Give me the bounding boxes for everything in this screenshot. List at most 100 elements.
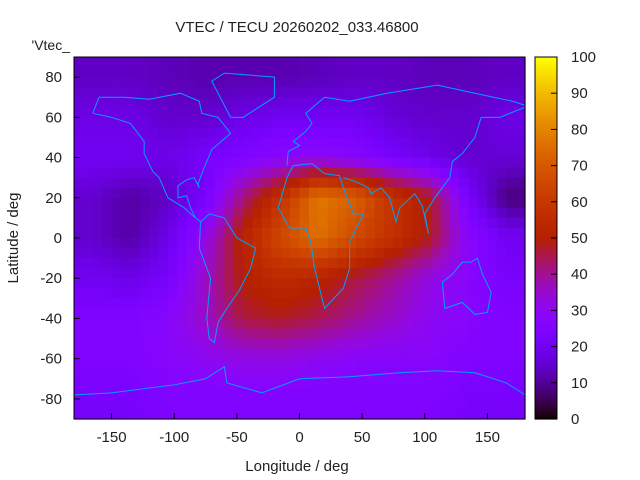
colorbar-segment <box>535 177 557 182</box>
heatmap-cell <box>346 388 357 400</box>
heatmap-cell <box>402 408 413 420</box>
heatmap-cell <box>158 328 169 340</box>
heatmap-cell <box>318 57 329 68</box>
heatmap-cell <box>233 217 244 229</box>
heatmap-cell <box>440 408 451 420</box>
heatmap-cell <box>299 328 310 340</box>
colorbar-segment <box>535 322 557 327</box>
heatmap-cell <box>337 388 348 400</box>
heatmap-cell <box>111 167 122 179</box>
heatmap-cell <box>355 398 366 410</box>
x-tick-label: 100 <box>412 429 437 446</box>
coastline <box>343 106 526 235</box>
heatmap-cell <box>120 248 131 259</box>
heatmap-cell <box>290 157 301 169</box>
heatmap-cell <box>506 398 517 410</box>
heatmap-cell <box>337 258 348 269</box>
heatmap-cell <box>74 197 84 209</box>
heatmap-cell <box>224 298 235 309</box>
heatmap-cell <box>186 318 197 330</box>
heatmap-cell <box>158 167 169 179</box>
heatmap-cell <box>487 258 498 269</box>
heatmap-cell <box>158 288 169 299</box>
heatmap-cell <box>355 87 366 98</box>
heatmap-cell <box>346 127 357 139</box>
heatmap-cell <box>327 217 338 229</box>
heatmap-cell <box>318 258 329 269</box>
heatmap-cell <box>205 238 216 249</box>
heatmap-cell <box>261 57 272 68</box>
heatmap-cell <box>337 187 348 199</box>
heatmap-cell <box>252 107 263 118</box>
heatmap-cell <box>177 57 188 68</box>
heatmap-cell <box>487 248 498 259</box>
heatmap-cell <box>290 388 301 400</box>
colorbar-segment <box>535 117 557 121</box>
heatmap-cell <box>280 137 291 149</box>
heatmap-cell <box>487 308 498 320</box>
heatmap-cell <box>167 117 178 128</box>
heatmap-cell <box>374 358 385 370</box>
heatmap-cell <box>224 368 235 380</box>
heatmap-cell <box>177 368 188 380</box>
heatmap-cell <box>449 127 460 139</box>
heatmap-cell <box>478 338 489 350</box>
heatmap-cell <box>487 57 498 68</box>
heatmap-cell <box>393 288 404 299</box>
heatmap-cell <box>318 107 329 118</box>
heatmap-cell <box>440 137 451 149</box>
heatmap-cell <box>308 328 319 340</box>
heatmap-cell <box>102 348 113 360</box>
heatmap-cell <box>83 308 94 320</box>
heatmap-cell <box>224 398 235 410</box>
heatmap-cell <box>365 268 376 279</box>
heatmap-cell <box>92 268 103 279</box>
heatmap-cell <box>374 207 385 219</box>
heatmap-cell <box>74 298 84 309</box>
heatmap-cell <box>205 217 216 229</box>
heatmap-cell <box>468 348 479 360</box>
heatmap-cell <box>431 57 442 68</box>
heatmap-cell <box>92 378 103 390</box>
heatmap-cell <box>252 318 263 330</box>
colorbar-segment <box>535 90 557 94</box>
heatmap-cell <box>83 97 94 108</box>
heatmap-cell <box>261 117 272 128</box>
heatmap-cell <box>205 288 216 299</box>
heatmap-cell <box>402 57 413 68</box>
heatmap-cell <box>346 197 357 209</box>
heatmap-cell <box>440 238 451 249</box>
heatmap-cell <box>496 57 507 68</box>
y-tick-label: -20 <box>40 270 62 287</box>
heatmap-cell <box>290 268 301 279</box>
heatmap-cell <box>224 227 235 239</box>
heatmap-cell <box>431 268 442 279</box>
colorbar-segment <box>535 135 557 140</box>
heatmap-cell <box>421 57 432 68</box>
heatmap-cell <box>459 97 470 108</box>
heatmap-cell <box>186 147 197 159</box>
heatmap-cell <box>149 217 160 229</box>
heatmap-cell <box>74 67 84 78</box>
heatmap-cell <box>158 308 169 320</box>
heatmap-cell <box>412 308 423 320</box>
heatmap-cell <box>261 398 272 410</box>
heatmap-cell <box>299 288 310 299</box>
heatmap-cell <box>224 388 235 400</box>
heatmap-cell <box>449 177 460 189</box>
heatmap-cell <box>92 358 103 370</box>
heatmap-cell <box>393 328 404 340</box>
heatmap-cell <box>459 338 470 350</box>
coastline <box>211 72 275 118</box>
colorbar-segment <box>535 225 557 230</box>
heatmap-cell <box>327 408 338 420</box>
heatmap-cell <box>177 107 188 118</box>
heatmap-cell <box>478 197 489 209</box>
heatmap-cell <box>120 288 131 299</box>
heatmap-cell <box>74 398 84 410</box>
colorbar-segment <box>535 394 557 399</box>
heatmap-cell <box>299 147 310 159</box>
y-axis-label: Latitude / deg <box>5 193 22 284</box>
heatmap-cell <box>233 288 244 299</box>
